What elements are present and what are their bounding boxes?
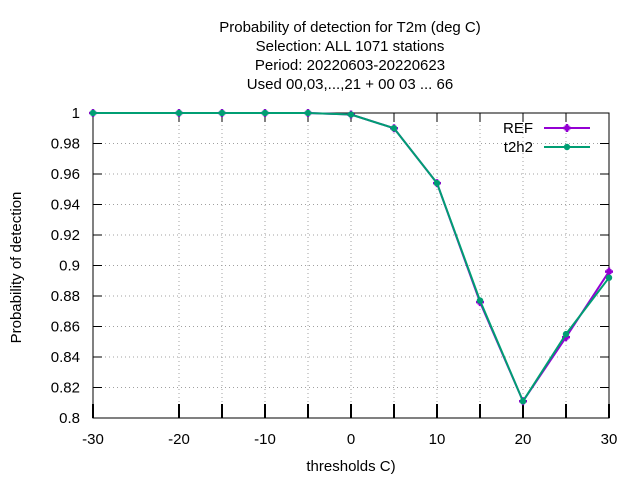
y-tick-label: 0.8 bbox=[59, 410, 80, 427]
title-line: Period: 20220603-20220623 bbox=[255, 57, 445, 74]
series-t2h2-marker bbox=[304, 109, 312, 117]
y-tick-label: 0.88 bbox=[51, 288, 80, 305]
series-t2h2-line bbox=[93, 112, 610, 404]
y-tick-label: 1 bbox=[72, 105, 80, 122]
y-tick-label: 0.94 bbox=[51, 197, 80, 214]
series-ref-marker bbox=[606, 269, 612, 275]
series-t2h2 bbox=[89, 109, 613, 405]
y-tick-label: 0.96 bbox=[51, 166, 80, 183]
x-axis-label: thresholds C) bbox=[306, 458, 395, 475]
y-tick-labels: 0.8 0.82 0.84 0.86 0.88 0.9 0.92 0.94 0.96 0.98 1 bbox=[51, 105, 80, 427]
x-tick-label: 10 bbox=[429, 431, 446, 448]
x-tick-labels: -30 -20 -10 0 10 20 30 bbox=[82, 431, 617, 448]
chart-title: Probability of detection for T2m (deg C)… bbox=[219, 19, 481, 93]
y-axis-label: Probability of detection bbox=[8, 192, 25, 344]
y-tick-label: 0.82 bbox=[51, 380, 80, 397]
x-tick-label: -10 bbox=[254, 431, 276, 448]
title-line: Probability of detection for T2m (deg C) bbox=[219, 19, 481, 36]
axis-ticks bbox=[92, 112, 610, 419]
series-t2h2-marker bbox=[218, 109, 226, 117]
x-tick-label: 30 bbox=[601, 431, 618, 448]
grid bbox=[92, 112, 610, 419]
x-tick-label: -30 bbox=[82, 431, 104, 448]
series-t2h2-marker bbox=[89, 109, 97, 117]
legend: REF t2h2 bbox=[503, 120, 590, 156]
legend-ref-marker bbox=[564, 125, 570, 131]
x-tick-label: 0 bbox=[347, 431, 355, 448]
x-tick-label: 20 bbox=[515, 431, 532, 448]
legend-t2h2-label: t2h2 bbox=[504, 139, 533, 156]
y-tick-label: 0.92 bbox=[51, 227, 80, 244]
legend-t2h2-marker bbox=[563, 143, 571, 151]
y-tick-label: 0.98 bbox=[51, 136, 80, 153]
data-series bbox=[89, 109, 613, 406]
series-t2h2-marker bbox=[390, 125, 398, 132]
y-tick-label: 0.86 bbox=[51, 319, 80, 336]
title-line: Selection: ALL 1071 stations bbox=[256, 38, 445, 55]
series-t2h2-marker bbox=[476, 297, 484, 304]
series-t2h2-marker bbox=[433, 179, 441, 187]
series-t2h2-marker bbox=[175, 109, 183, 117]
title-line: Used 00,03,...,21 + 00 03 ... 66 bbox=[247, 76, 453, 93]
legend-ref-label: REF bbox=[503, 120, 533, 137]
series-t2h2-marker bbox=[519, 398, 527, 405]
series-t2h2-marker bbox=[347, 111, 355, 118]
series-t2h2-marker bbox=[562, 330, 570, 338]
x-tick-label: -20 bbox=[168, 431, 190, 448]
series-t2h2-marker bbox=[605, 274, 613, 281]
series-t2h2-marker bbox=[261, 109, 269, 117]
y-tick-label: 0.9 bbox=[59, 258, 80, 275]
y-tick-label: 0.84 bbox=[51, 349, 80, 366]
